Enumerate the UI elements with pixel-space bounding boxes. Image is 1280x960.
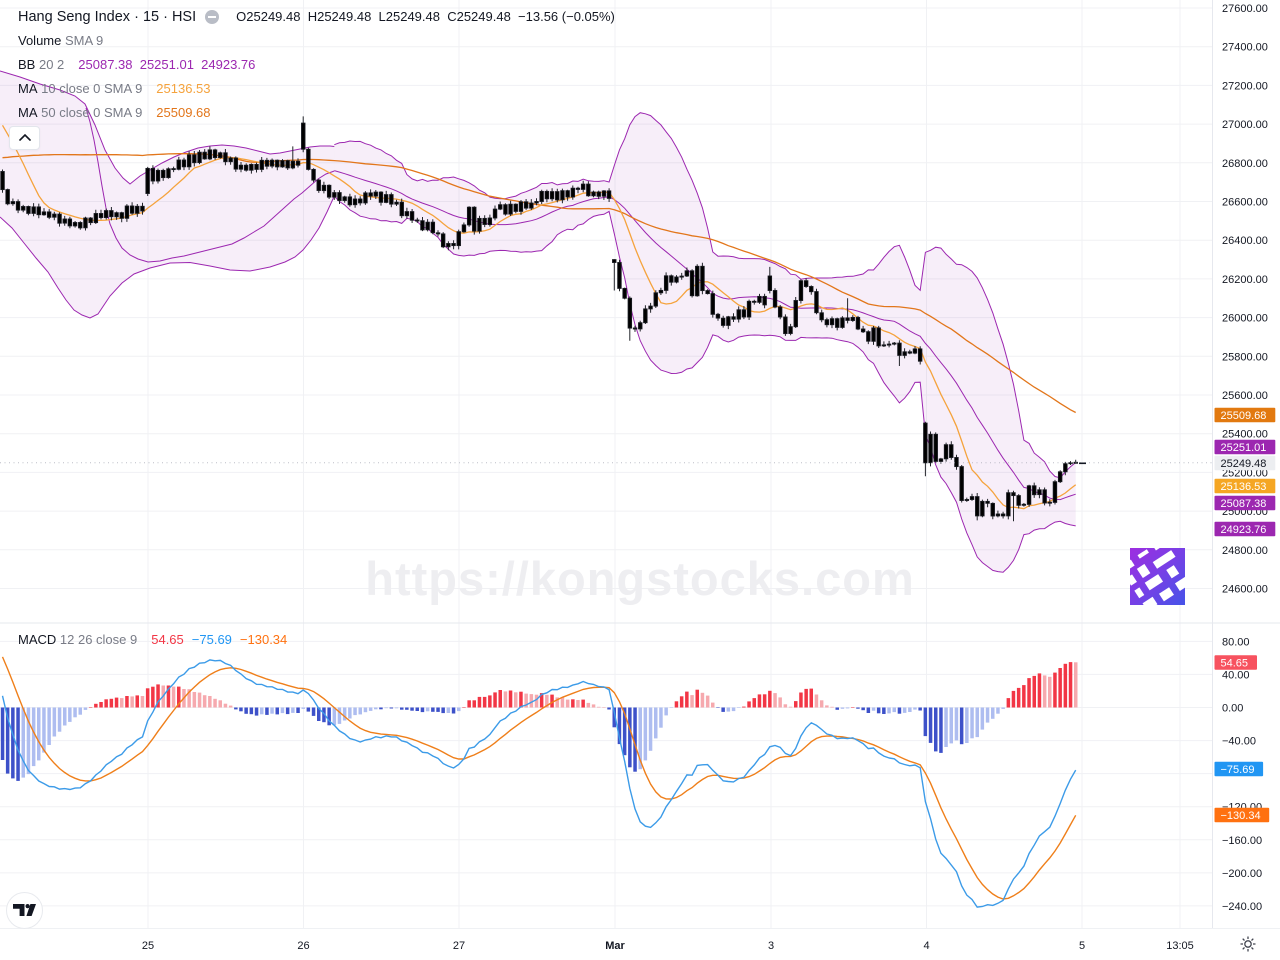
svg-text:25800.00: 25800.00	[1222, 351, 1268, 363]
svg-text:26: 26	[297, 940, 309, 952]
svg-text:24600.00: 24600.00	[1222, 584, 1268, 596]
svg-text:3: 3	[768, 940, 774, 952]
svg-text:25249.48: 25249.48	[1221, 458, 1267, 470]
svg-text:25136.53: 25136.53	[1221, 481, 1267, 493]
svg-text:26400.00: 26400.00	[1222, 235, 1268, 247]
svg-text:4: 4	[923, 940, 929, 952]
svg-text:25251.01: 25251.01	[1221, 442, 1267, 454]
svg-text:25600.00: 25600.00	[1222, 390, 1268, 402]
svg-text:27400.00: 27400.00	[1222, 42, 1268, 54]
svg-text:27200.00: 27200.00	[1222, 80, 1268, 92]
svg-text:25087.38: 25087.38	[1221, 498, 1267, 510]
svg-text:40.00: 40.00	[1222, 669, 1250, 681]
svg-text:27000.00: 27000.00	[1222, 119, 1268, 131]
svg-text:26200.00: 26200.00	[1222, 274, 1268, 286]
svg-text:25200.00: 25200.00	[1222, 467, 1268, 479]
svg-text:−200.00: −200.00	[1222, 868, 1262, 880]
svg-text:24923.76: 24923.76	[1221, 524, 1267, 536]
svg-text:−130.34: −130.34	[1221, 810, 1261, 822]
svg-text:27600.00: 27600.00	[1222, 3, 1268, 15]
svg-text:5: 5	[1079, 940, 1085, 952]
svg-text:0.00: 0.00	[1222, 703, 1243, 715]
svg-text:−40.00: −40.00	[1222, 736, 1256, 748]
svg-text:25509.68: 25509.68	[1221, 410, 1267, 422]
svg-text:54.65: 54.65	[1221, 658, 1249, 670]
svg-text:26600.00: 26600.00	[1222, 197, 1268, 209]
svg-text:26800.00: 26800.00	[1222, 158, 1268, 170]
svg-text:25: 25	[142, 940, 154, 952]
svg-text:24800.00: 24800.00	[1222, 545, 1268, 557]
svg-text:80.00: 80.00	[1222, 636, 1250, 648]
svg-text:25400.00: 25400.00	[1222, 429, 1268, 441]
svg-text:−160.00: −160.00	[1222, 835, 1262, 847]
svg-text:13:05: 13:05	[1166, 940, 1194, 952]
svg-text:−75.69: −75.69	[1221, 764, 1255, 776]
svg-text:−240.00: −240.00	[1222, 901, 1262, 913]
svg-text:Mar: Mar	[605, 940, 625, 952]
svg-text:26000.00: 26000.00	[1222, 313, 1268, 325]
svg-text:27: 27	[453, 940, 465, 952]
